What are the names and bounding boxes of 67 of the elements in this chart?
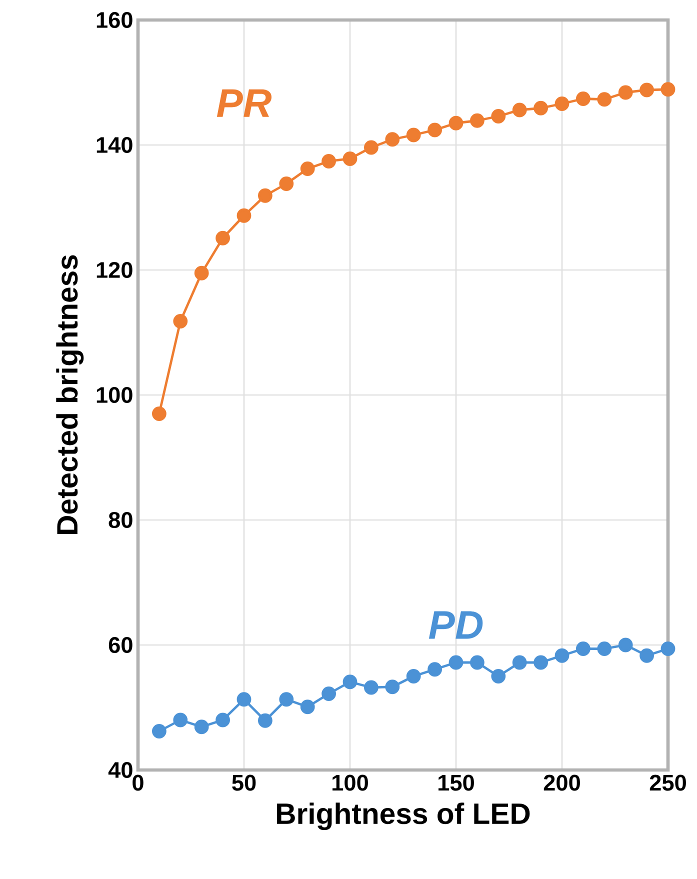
point bbox=[342, 674, 358, 690]
point bbox=[194, 266, 209, 280]
x-tick-label: 50 bbox=[232, 774, 256, 791]
y-tick-label: 120 bbox=[96, 262, 132, 278]
point bbox=[597, 92, 612, 107]
point bbox=[216, 712, 230, 728]
series-label: PD bbox=[428, 611, 483, 639]
y-tick-label: 80 bbox=[108, 512, 132, 528]
point bbox=[364, 680, 378, 695]
point bbox=[173, 314, 188, 328]
point bbox=[428, 662, 442, 677]
point bbox=[534, 655, 548, 670]
y-tick-label: 140 bbox=[96, 136, 132, 154]
series-label: PR bbox=[216, 89, 272, 117]
point bbox=[173, 712, 188, 728]
y-tick-label: 100 bbox=[96, 386, 132, 404]
point bbox=[300, 162, 315, 176]
point bbox=[554, 96, 570, 111]
point bbox=[342, 152, 358, 166]
point bbox=[194, 720, 209, 734]
point bbox=[512, 655, 527, 670]
point bbox=[554, 648, 570, 663]
x-tick-label: 250 bbox=[650, 774, 686, 791]
point bbox=[640, 82, 654, 98]
x-tick-label: 150 bbox=[438, 774, 474, 791]
point bbox=[576, 642, 590, 656]
point bbox=[152, 406, 166, 421]
point bbox=[216, 230, 230, 246]
point bbox=[534, 100, 548, 116]
x-tick-label: 200 bbox=[544, 774, 580, 791]
y-tick-label: 60 bbox=[108, 636, 132, 654]
point bbox=[618, 638, 633, 652]
x-axis-title: Brightness of LED bbox=[277, 802, 530, 830]
point bbox=[470, 655, 484, 670]
point bbox=[660, 82, 676, 97]
point bbox=[258, 713, 272, 728]
x-tick-label: 0 bbox=[132, 774, 144, 791]
point bbox=[364, 140, 378, 155]
point bbox=[279, 692, 294, 707]
point bbox=[660, 642, 676, 656]
x-tick-label: 100 bbox=[332, 774, 368, 791]
point bbox=[152, 724, 166, 738]
point bbox=[576, 92, 590, 106]
y-axis-title: Detected brightness bbox=[56, 255, 84, 534]
point bbox=[618, 85, 633, 100]
point bbox=[258, 188, 272, 203]
point bbox=[491, 669, 506, 684]
point bbox=[322, 154, 336, 168]
y-tick-label: 40 bbox=[108, 762, 132, 778]
point bbox=[428, 122, 442, 138]
y-tick-label: 160 bbox=[96, 12, 132, 28]
point bbox=[300, 700, 315, 714]
point bbox=[385, 680, 400, 694]
point bbox=[470, 113, 484, 128]
point bbox=[236, 208, 252, 223]
point bbox=[385, 132, 400, 147]
point bbox=[236, 692, 252, 707]
point bbox=[322, 686, 336, 701]
point bbox=[597, 642, 612, 656]
point bbox=[406, 669, 421, 684]
point bbox=[640, 648, 654, 663]
point bbox=[406, 128, 421, 142]
point bbox=[448, 655, 464, 670]
point bbox=[448, 116, 464, 130]
point bbox=[279, 176, 294, 191]
point bbox=[491, 109, 506, 124]
point bbox=[512, 102, 527, 118]
